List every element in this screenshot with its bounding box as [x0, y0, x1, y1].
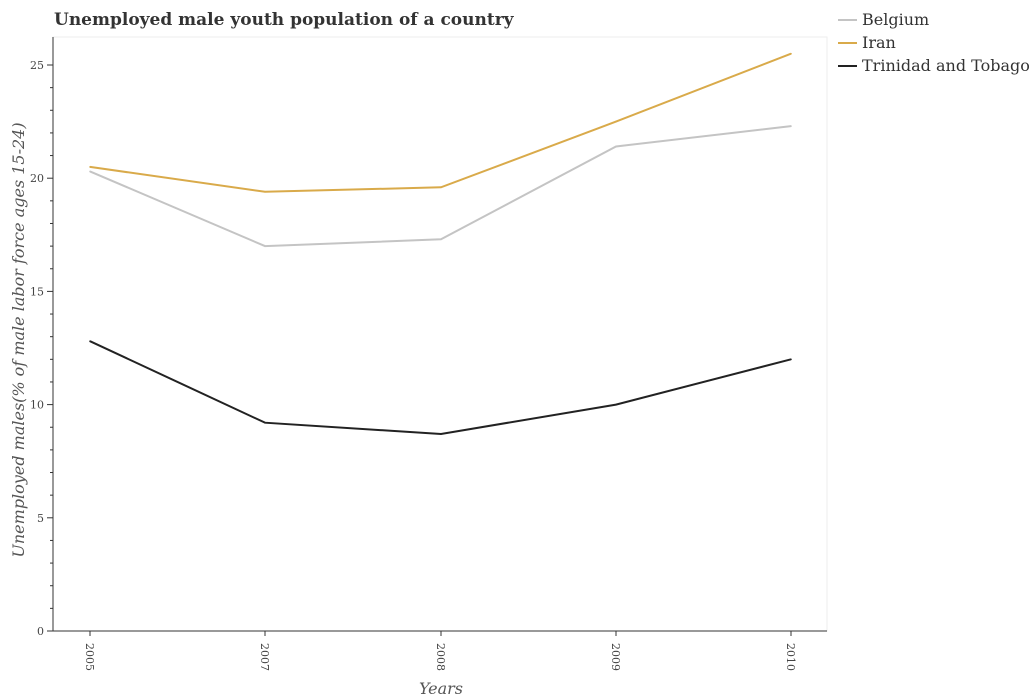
legend-entry: Belgium — [838, 10, 929, 29]
data-point — [264, 421, 266, 424]
legend-entry: Trinidad and Tobago — [838, 56, 1029, 75]
data-point — [790, 358, 792, 361]
data-point — [440, 186, 442, 189]
y-tick-label: 15 — [30, 285, 44, 298]
legend-label: Iran — [862, 33, 896, 52]
y-axis-label: Unemployed males(% of male labor force a… — [9, 122, 28, 557]
x-axis-label: Years — [419, 679, 463, 698]
legend-label: Belgium — [862, 10, 929, 29]
y-tick-label: 25 — [30, 59, 44, 72]
data-point — [89, 170, 91, 173]
y-tick-label: 0 — [37, 625, 44, 638]
legend: Belgium Iran Trinidad and Tobago — [838, 10, 1029, 75]
series-trinidad-and-tobago — [89, 340, 792, 436]
data-point — [440, 238, 442, 241]
data-point — [790, 125, 792, 127]
y-axis: 0 5 10 15 20 25 — [30, 37, 54, 638]
y-tick-label: 10 — [30, 399, 44, 412]
data-point — [615, 120, 617, 123]
x-tick-label: 2005 — [83, 643, 96, 671]
series-belgium — [89, 125, 792, 248]
data-point — [790, 52, 792, 55]
plot-area — [52, 36, 828, 632]
data-point — [264, 191, 266, 193]
series-iran — [89, 52, 792, 193]
series-layer — [89, 52, 792, 436]
x-axis: 2005 2007 2008 2009 2010 — [53, 630, 827, 671]
legend-entry: Iran — [838, 33, 896, 52]
x-tick-label: 2007 — [258, 643, 271, 671]
y-tick-label: 5 — [37, 512, 44, 525]
data-point — [89, 166, 91, 168]
data-point — [440, 433, 442, 435]
chart-title: Unemployed male youth population of a co… — [54, 10, 515, 30]
data-point — [89, 340, 91, 343]
y-tick-label: 20 — [30, 172, 44, 185]
legend-label: Trinidad and Tobago — [862, 56, 1029, 75]
x-tick-label: 2008 — [434, 643, 447, 671]
x-tick-label: 2009 — [609, 643, 622, 671]
data-point — [264, 245, 266, 247]
x-tick-label: 2010 — [784, 643, 797, 671]
data-point — [615, 403, 617, 406]
data-point — [615, 145, 617, 148]
